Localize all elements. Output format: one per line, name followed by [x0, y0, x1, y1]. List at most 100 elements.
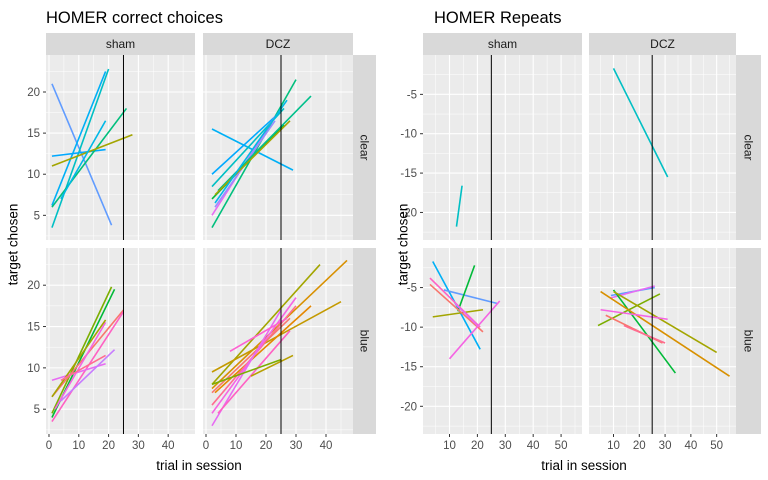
facet-strip-row: [353, 248, 376, 434]
data-line: [51, 311, 125, 423]
data-line: [600, 290, 730, 377]
data-line: [211, 358, 282, 386]
data-line: [60, 354, 106, 381]
panel-sham-blue: -20 -15 -10 -5 10 20 30 40 50: [400, 248, 582, 452]
data-line: [51, 107, 128, 208]
data-line: [229, 317, 288, 353]
facet-strip-column: [423, 33, 582, 55]
x-tick-label: 30: [290, 440, 303, 452]
data-line: [54, 321, 107, 410]
y-tick-label: -5: [407, 283, 417, 295]
facet-label-DCZ: DCZ: [266, 37, 291, 51]
x-tick-label: 20: [471, 440, 484, 452]
y-tick-label: 10: [27, 363, 40, 375]
facet-strip-row: [736, 55, 761, 240]
data-line: [455, 185, 463, 227]
x-tick-label: 30: [499, 440, 512, 452]
data-line: [211, 263, 321, 385]
facet-label-clear: clear: [742, 134, 756, 160]
data-line: [250, 354, 294, 377]
data-line: [443, 289, 498, 305]
data-line: [51, 71, 107, 206]
data-line: [432, 308, 484, 318]
y-axis-title: target chosen: [396, 204, 411, 286]
y-tick-label: 15: [27, 322, 40, 334]
x-tick-label: 10: [443, 440, 456, 452]
data-line: [613, 290, 718, 354]
y-tick-label: 20: [27, 280, 40, 292]
data-line: [457, 265, 476, 312]
panel-DCZ-blue: 0 10 20 30 40: [203, 248, 353, 452]
panel-sham-clear: 5 10 15 20: [27, 55, 195, 240]
x-tick-label: 50: [555, 440, 568, 452]
y-tick-label: -10: [400, 129, 417, 141]
data-line: [60, 120, 107, 200]
chart-title: HOMER Repeats: [434, 9, 561, 27]
y-tick-label: 5: [34, 404, 40, 416]
panel-background: [203, 55, 353, 240]
x-tick-label: 0: [203, 440, 209, 452]
y-tick-label: 20: [27, 87, 40, 99]
x-tick-label: 20: [260, 440, 273, 452]
data-line: [51, 134, 133, 167]
x-tick-label: 20: [633, 440, 646, 452]
facet-label-sham: sham: [488, 37, 517, 51]
data-line: [623, 324, 666, 344]
x-tick-label: 30: [659, 440, 672, 452]
data-line: [211, 116, 276, 175]
y-tick-label: 5: [34, 210, 40, 222]
x-axis-title: trial in session: [156, 458, 242, 473]
x-tick-label: 10: [230, 440, 243, 452]
x-tick-label: 10: [607, 440, 620, 452]
data-line: [454, 302, 478, 327]
facet-label-blue: blue: [742, 330, 756, 353]
facet-label-clear: clear: [358, 134, 372, 160]
data-line: [51, 148, 106, 157]
facet-strip-row: [736, 248, 761, 434]
data-line: [51, 319, 107, 398]
panel-sham-clear: -20 -15 -10 -5: [400, 55, 582, 240]
data-line: [612, 289, 677, 374]
panel-DCZ-blue: 10 20 30 40 50: [589, 248, 736, 452]
y-tick-label: -20: [400, 401, 417, 413]
data-line: [217, 330, 291, 414]
panel-DCZ-clear: [203, 55, 353, 240]
y-tick-label: -20: [400, 207, 417, 219]
x-tick-label: 0: [46, 440, 52, 452]
panel-sham-blue: 5 10 15 20 0 10 20 30 40: [27, 248, 195, 452]
data-line: [429, 283, 484, 333]
facet-strip-row: [353, 55, 376, 240]
data-line: [60, 349, 116, 402]
facet-label-DCZ: DCZ: [650, 37, 675, 51]
y-axis-title: target chosen: [6, 204, 21, 286]
y-tick-label: -15: [400, 168, 417, 180]
chart-title: HOMER correct choices: [46, 9, 223, 27]
data-line: [214, 99, 288, 204]
y-tick-label: 15: [27, 128, 40, 140]
data-line: [51, 68, 110, 228]
x-tick-label: 40: [320, 440, 333, 452]
data-line: [217, 95, 312, 192]
x-tick-label: 30: [132, 440, 145, 452]
x-tick-label: 40: [527, 440, 540, 452]
facet-strip-column: [203, 33, 353, 55]
facet-strip-column: [589, 33, 736, 55]
y-tick-label: -5: [407, 89, 417, 101]
facet-strip-column: [46, 33, 195, 55]
x-axis-title: trial in session: [541, 458, 627, 473]
x-tick-label: 40: [162, 440, 175, 452]
y-tick-label: -15: [400, 362, 417, 374]
x-tick-label: 40: [684, 440, 697, 452]
data-line: [612, 68, 669, 178]
chart-1: HOMER correct choices 5 10 15 20 5 10 15 20 0 10 20…: [6, 9, 376, 473]
facet-label-sham: sham: [106, 37, 135, 51]
x-tick-label: 20: [102, 440, 115, 452]
panel-background: [46, 55, 195, 240]
data-line: [214, 120, 291, 196]
y-tick-label: -10: [400, 322, 417, 334]
panel-DCZ-clear: [589, 55, 736, 240]
x-tick-label: 10: [72, 440, 85, 452]
panel-background: [46, 248, 195, 434]
x-tick-label: 50: [710, 440, 723, 452]
